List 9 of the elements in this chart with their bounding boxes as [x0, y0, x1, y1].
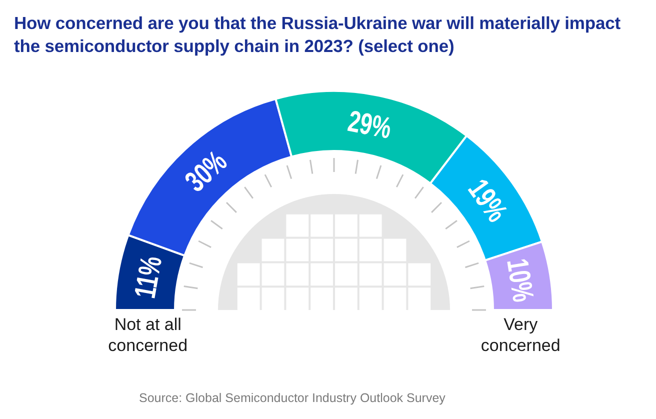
slice-label: Not at all concerned: [107, 314, 189, 356]
data-label: 29%: [345, 103, 394, 146]
data-label: 30%: [178, 144, 234, 198]
chart-title: How concerned are you that the Russia-Ukraine war will materially impact the semiconductor supply chain in 2023? (select one): [14, 12, 622, 57]
data-label: 11%: [127, 253, 168, 301]
slice-label: Very concerned: [480, 314, 562, 356]
source-note: Source: Global Semiconductor Industry Outlook Survey: [139, 390, 446, 406]
data-label: 10%: [500, 256, 542, 304]
data-label: 19%: [461, 172, 515, 228]
